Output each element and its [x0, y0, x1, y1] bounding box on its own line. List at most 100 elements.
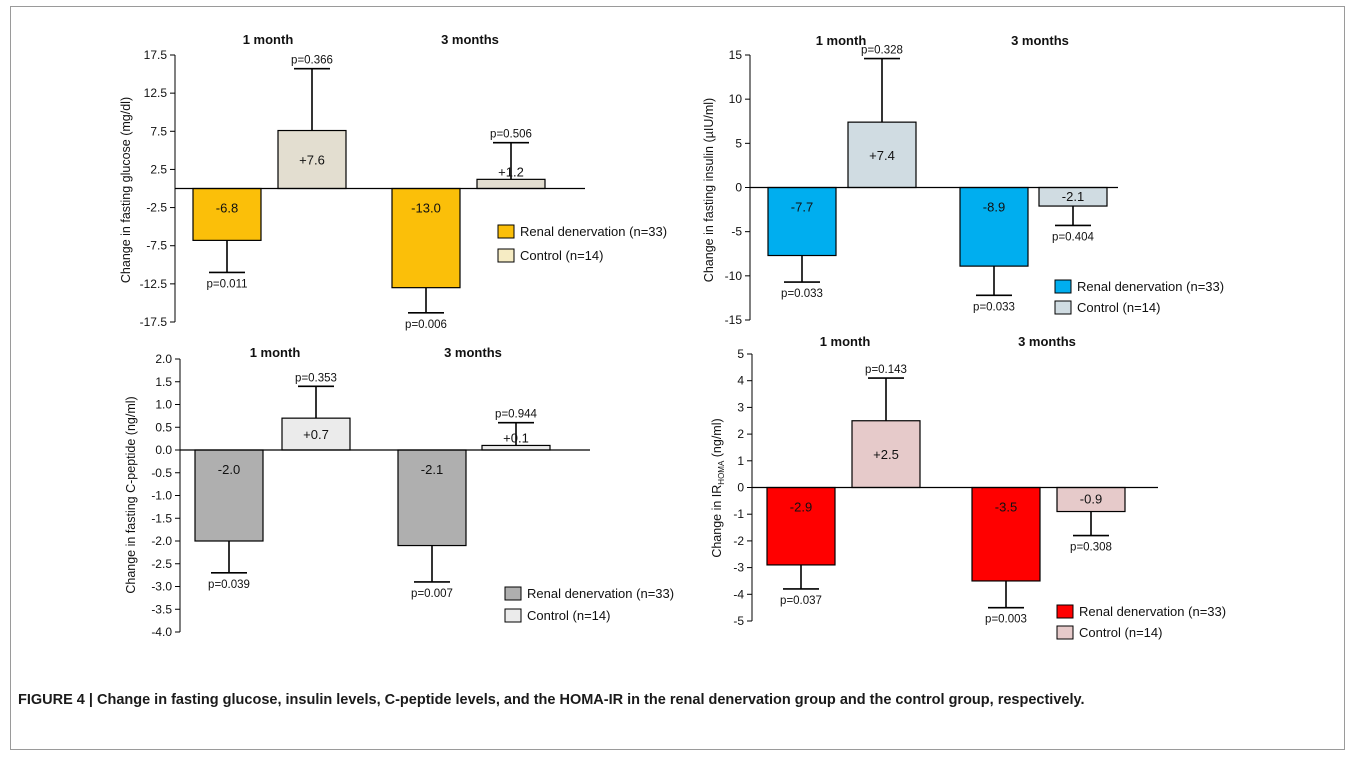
legend-label: Control (n=14): [520, 248, 603, 263]
y-tick-label: 0.0: [155, 443, 172, 457]
y-tick-label: 10: [729, 92, 743, 106]
y-tick-label: 2: [737, 427, 744, 441]
figure-frame: [10, 6, 1345, 750]
bar-value-label: +2.5: [873, 447, 899, 462]
y-tick-label: -2.0: [151, 534, 172, 548]
p-value-label: p=0.039: [208, 579, 250, 591]
legend-swatch: [504, 586, 522, 601]
legend-swatch: [1056, 604, 1074, 619]
y-tick-label: -1.5: [151, 511, 172, 525]
y-tick-label: 5: [737, 347, 744, 361]
chart-insulin: 15 10 5 0 -5 -10 -15 Change in fasting insulin …: [702, 33, 1224, 327]
y-tick-label: -5: [731, 225, 742, 239]
bar-value-label: -2.0: [218, 462, 240, 477]
p-value-label: p=0.506: [490, 129, 532, 141]
y-tick-label: 12.5: [144, 86, 168, 100]
y-tick-label: -3.5: [151, 602, 172, 616]
p-value-label: p=0.353: [295, 372, 337, 384]
y-tick-label: -15: [725, 313, 743, 327]
y-axis-label: Change in fasting insulin (µIU/ml): [702, 98, 716, 282]
bar: [476, 178, 546, 190]
y-tick-label: 7.5: [150, 124, 167, 138]
y-tick-label: -1.0: [151, 489, 172, 503]
bar-value-label: -2.1: [421, 462, 443, 477]
legend-label: Control (n=14): [1079, 625, 1162, 640]
category-label: 1 month: [820, 334, 871, 349]
y-tick-label: -5: [733, 614, 744, 628]
category-label: 1 month: [243, 32, 294, 47]
p-value-label: p=0.328: [861, 45, 903, 57]
y-tick-label: 17.5: [144, 48, 168, 62]
bar: [194, 449, 264, 542]
bar: [397, 449, 467, 547]
legend-swatch: [497, 248, 515, 263]
p-value-label: p=0.366: [291, 55, 333, 67]
bar-value-label: -7.7: [791, 200, 813, 215]
y-tick-label: -4: [733, 587, 744, 601]
y-tick-label: 4: [737, 374, 744, 388]
y-tick-label: 1.5: [155, 375, 172, 389]
y-tick-label: -17.5: [140, 315, 168, 329]
bar: [1056, 486, 1126, 513]
y-tick-label: -3: [733, 561, 744, 575]
bar-value-label: -3.5: [995, 500, 1017, 515]
legend-label: Control (n=14): [1077, 300, 1160, 315]
y-axis-label: Change in fasting C-peptide (ng/ml): [124, 396, 138, 593]
y-tick-label: 2.0: [155, 352, 172, 366]
p-value-label: p=0.944: [495, 409, 537, 421]
y-tick-label: 0: [735, 181, 742, 195]
bar: [391, 187, 461, 289]
y-tick-label: -7.5: [146, 239, 167, 253]
legend-swatch: [497, 224, 515, 239]
bar-value-label: +7.4: [869, 148, 895, 163]
bar-value-label: -2.1: [1062, 189, 1084, 204]
category-label: 3 months: [1018, 334, 1076, 349]
y-tick-label: 15: [729, 48, 743, 62]
y-tick-label: 1.0: [155, 398, 172, 412]
category-label: 1 month: [816, 33, 867, 48]
bar-value-label: -0.9: [1080, 492, 1102, 507]
chart-glucose: 17.5 12.5 7.5 2.5 -2.5 -7.5 -12.5 -17.5 Change i…: [119, 32, 667, 331]
bar-value-label: +1.2: [498, 164, 524, 179]
p-value-label: p=0.033: [781, 288, 823, 300]
bar: [766, 486, 836, 566]
legend-swatch: [1054, 300, 1072, 315]
y-tick-label: 5: [735, 136, 742, 150]
legend-label: Renal denervation (n=33): [520, 224, 667, 239]
p-value-label: p=0.011: [206, 278, 247, 290]
figure-panels: 17.5 12.5 7.5 2.5 -2.5 -7.5 -12.5 -17.5 Change i…: [119, 32, 1226, 640]
chart-homa: 5 4 3 2 1 0 -1 -2 -3 -4 -5 Change in IRHOMA (ng/ml)…: [710, 334, 1226, 640]
legend-label: Renal denervation (n=33): [1079, 604, 1226, 619]
bar-value-label: -2.9: [790, 500, 812, 515]
bar-value-label: -13.0: [411, 201, 441, 216]
y-tick-label: -3.0: [151, 580, 172, 594]
y-tick-label: -4.0: [151, 625, 172, 639]
legend-label: Renal denervation (n=33): [527, 586, 674, 601]
y-tick-label: -2.5: [151, 557, 172, 571]
p-value-label: p=0.037: [780, 595, 822, 607]
y-axis-label: Change in IRHOMA (ng/ml): [710, 418, 726, 557]
bar-value-label: +0.1: [503, 430, 529, 445]
p-value-label: p=0.007: [411, 588, 453, 600]
chart-cpeptide: 2.0 1.5 1.0 0.5 0.0 -0.5 -1.0 -1.5 -2.0 -2.5 -3.0 -…: [124, 345, 674, 639]
y-tick-label: -0.5: [151, 466, 172, 480]
legend-label: Control (n=14): [527, 608, 610, 623]
y-axis-label: Change in fasting glucose (mg/dl): [119, 97, 133, 283]
p-value-label: p=0.308: [1070, 542, 1112, 554]
bar: [959, 186, 1029, 267]
legend-label: Renal denervation (n=33): [1077, 279, 1224, 294]
bar-value-label: -6.8: [216, 201, 238, 216]
category-label: 3 months: [441, 32, 499, 47]
figure-caption: FIGURE 4 | Change in fasting glucose, in…: [18, 692, 1085, 708]
bar: [767, 186, 837, 257]
category-label: 3 months: [444, 345, 502, 360]
y-tick-label: -10: [725, 269, 743, 283]
y-tick-label: 0: [737, 481, 744, 495]
y-tick-label: -2.5: [146, 201, 167, 215]
bar-value-label: +0.7: [303, 427, 329, 442]
category-label: 3 months: [1011, 33, 1069, 48]
category-label: 1 month: [250, 345, 301, 360]
legend-swatch: [504, 608, 522, 623]
bar: [847, 121, 917, 189]
p-value-label: p=0.003: [985, 614, 1027, 626]
